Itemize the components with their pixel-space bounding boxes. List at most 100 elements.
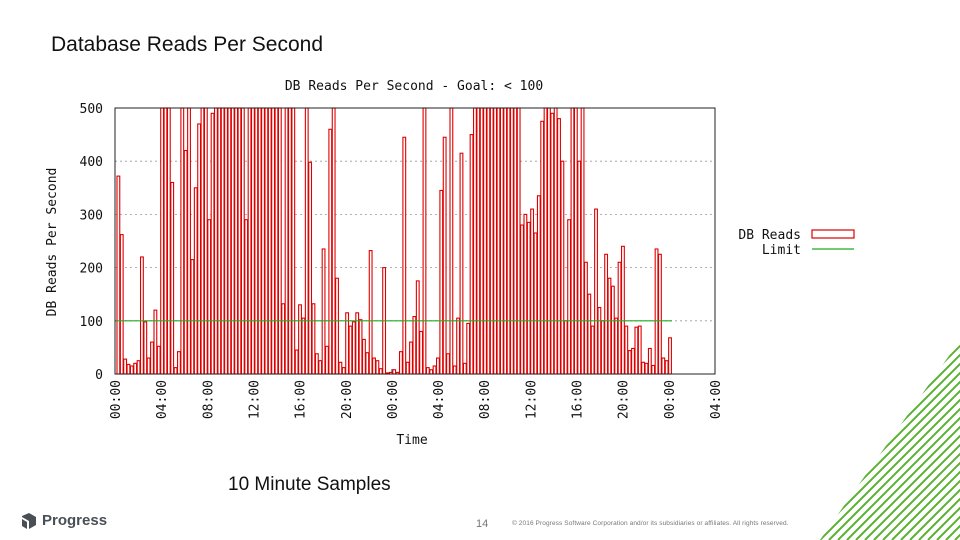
bar <box>264 107 269 375</box>
y-axis-label: DB Reads Per Second <box>45 168 60 317</box>
bar <box>462 362 467 375</box>
bar <box>459 152 464 375</box>
x-tick-label: 16:00 <box>571 380 586 419</box>
chart-caption: 10 Minute Samples <box>228 474 391 495</box>
x-tick-label: 08:00 <box>201 380 216 419</box>
bar <box>133 362 138 375</box>
bar <box>647 347 652 375</box>
bar <box>224 107 228 375</box>
bar <box>523 213 528 375</box>
x-tick-label: 04:00 <box>432 380 447 419</box>
bar <box>526 221 531 375</box>
bar <box>604 253 609 375</box>
bar <box>513 107 518 375</box>
stripe <box>855 340 960 540</box>
bar <box>116 175 121 375</box>
bar <box>298 304 302 375</box>
bar <box>466 322 471 375</box>
bar <box>392 369 397 375</box>
bar <box>365 352 370 375</box>
bar <box>207 219 212 375</box>
stripe <box>846 340 960 540</box>
bar <box>277 107 282 375</box>
stripe <box>820 340 886 540</box>
x-tick-label: 08:00 <box>478 380 493 419</box>
bar <box>129 365 134 375</box>
stripe <box>828 340 960 540</box>
bar <box>402 136 407 375</box>
x-tick-label: 04:00 <box>155 380 170 419</box>
copyright-notice: © 2016 Progress Software Corporation and… <box>512 520 789 527</box>
bar <box>573 107 578 375</box>
bar <box>173 367 178 375</box>
y-tick-label: 500 <box>80 102 103 117</box>
bar <box>435 357 440 375</box>
bar <box>405 361 410 375</box>
bar <box>291 107 296 375</box>
bar <box>425 367 430 375</box>
bar <box>150 341 154 375</box>
bar <box>301 317 306 375</box>
bar <box>503 107 508 375</box>
bar <box>553 107 558 375</box>
bar <box>607 277 612 375</box>
legend: DB Reads Limit <box>738 228 855 258</box>
bar <box>654 248 659 375</box>
bar <box>375 360 380 375</box>
bar <box>166 107 171 375</box>
bar <box>123 358 128 375</box>
bar <box>311 303 316 375</box>
bar <box>429 369 434 375</box>
bar <box>140 256 144 375</box>
bar <box>546 107 551 375</box>
stripe <box>820 340 913 540</box>
bar <box>493 107 498 375</box>
stripe <box>909 340 960 540</box>
bar <box>214 107 218 375</box>
bar <box>637 325 642 375</box>
bar <box>398 351 403 375</box>
bar <box>187 107 191 375</box>
bar <box>610 285 615 375</box>
bar <box>281 303 286 375</box>
x-tick-labels: 00:00 04:00 08:00 12:00 16:00 20:00 00:00 04:00… <box>109 380 724 419</box>
bar <box>210 112 215 375</box>
bar <box>509 107 514 375</box>
bar <box>338 361 343 375</box>
bar <box>153 309 158 375</box>
bar <box>472 107 477 375</box>
bar <box>479 107 484 375</box>
x-tick-label: 16:00 <box>294 380 309 419</box>
bar <box>251 107 255 375</box>
bar <box>355 312 360 375</box>
bar <box>200 107 205 375</box>
bar <box>415 280 420 375</box>
bar <box>624 325 629 375</box>
chart-title: DB Reads Per Second - Goal: < 100 <box>285 79 543 94</box>
x-tick-label: 12:00 <box>247 380 262 419</box>
stripe <box>820 340 960 540</box>
stripe <box>820 340 958 540</box>
bar <box>170 181 175 375</box>
bar <box>324 345 329 375</box>
bar <box>580 107 585 375</box>
stripe <box>820 340 895 540</box>
progress-logo-text: Progress <box>42 512 108 529</box>
bar <box>372 357 376 375</box>
bar <box>530 208 535 375</box>
legend-label-limit: Limit <box>762 243 801 258</box>
bar <box>540 120 545 375</box>
bar <box>419 330 424 375</box>
bar <box>449 107 454 375</box>
bar <box>146 357 151 375</box>
bar <box>180 107 185 375</box>
bar <box>536 195 541 375</box>
bar <box>220 107 225 375</box>
bar <box>620 245 625 375</box>
y-tick-labels: 0 100 200 300 400 500 <box>80 102 103 383</box>
bar <box>486 107 491 375</box>
bar <box>160 107 165 375</box>
bar <box>496 107 501 375</box>
bar <box>439 189 444 375</box>
bar <box>328 128 333 375</box>
